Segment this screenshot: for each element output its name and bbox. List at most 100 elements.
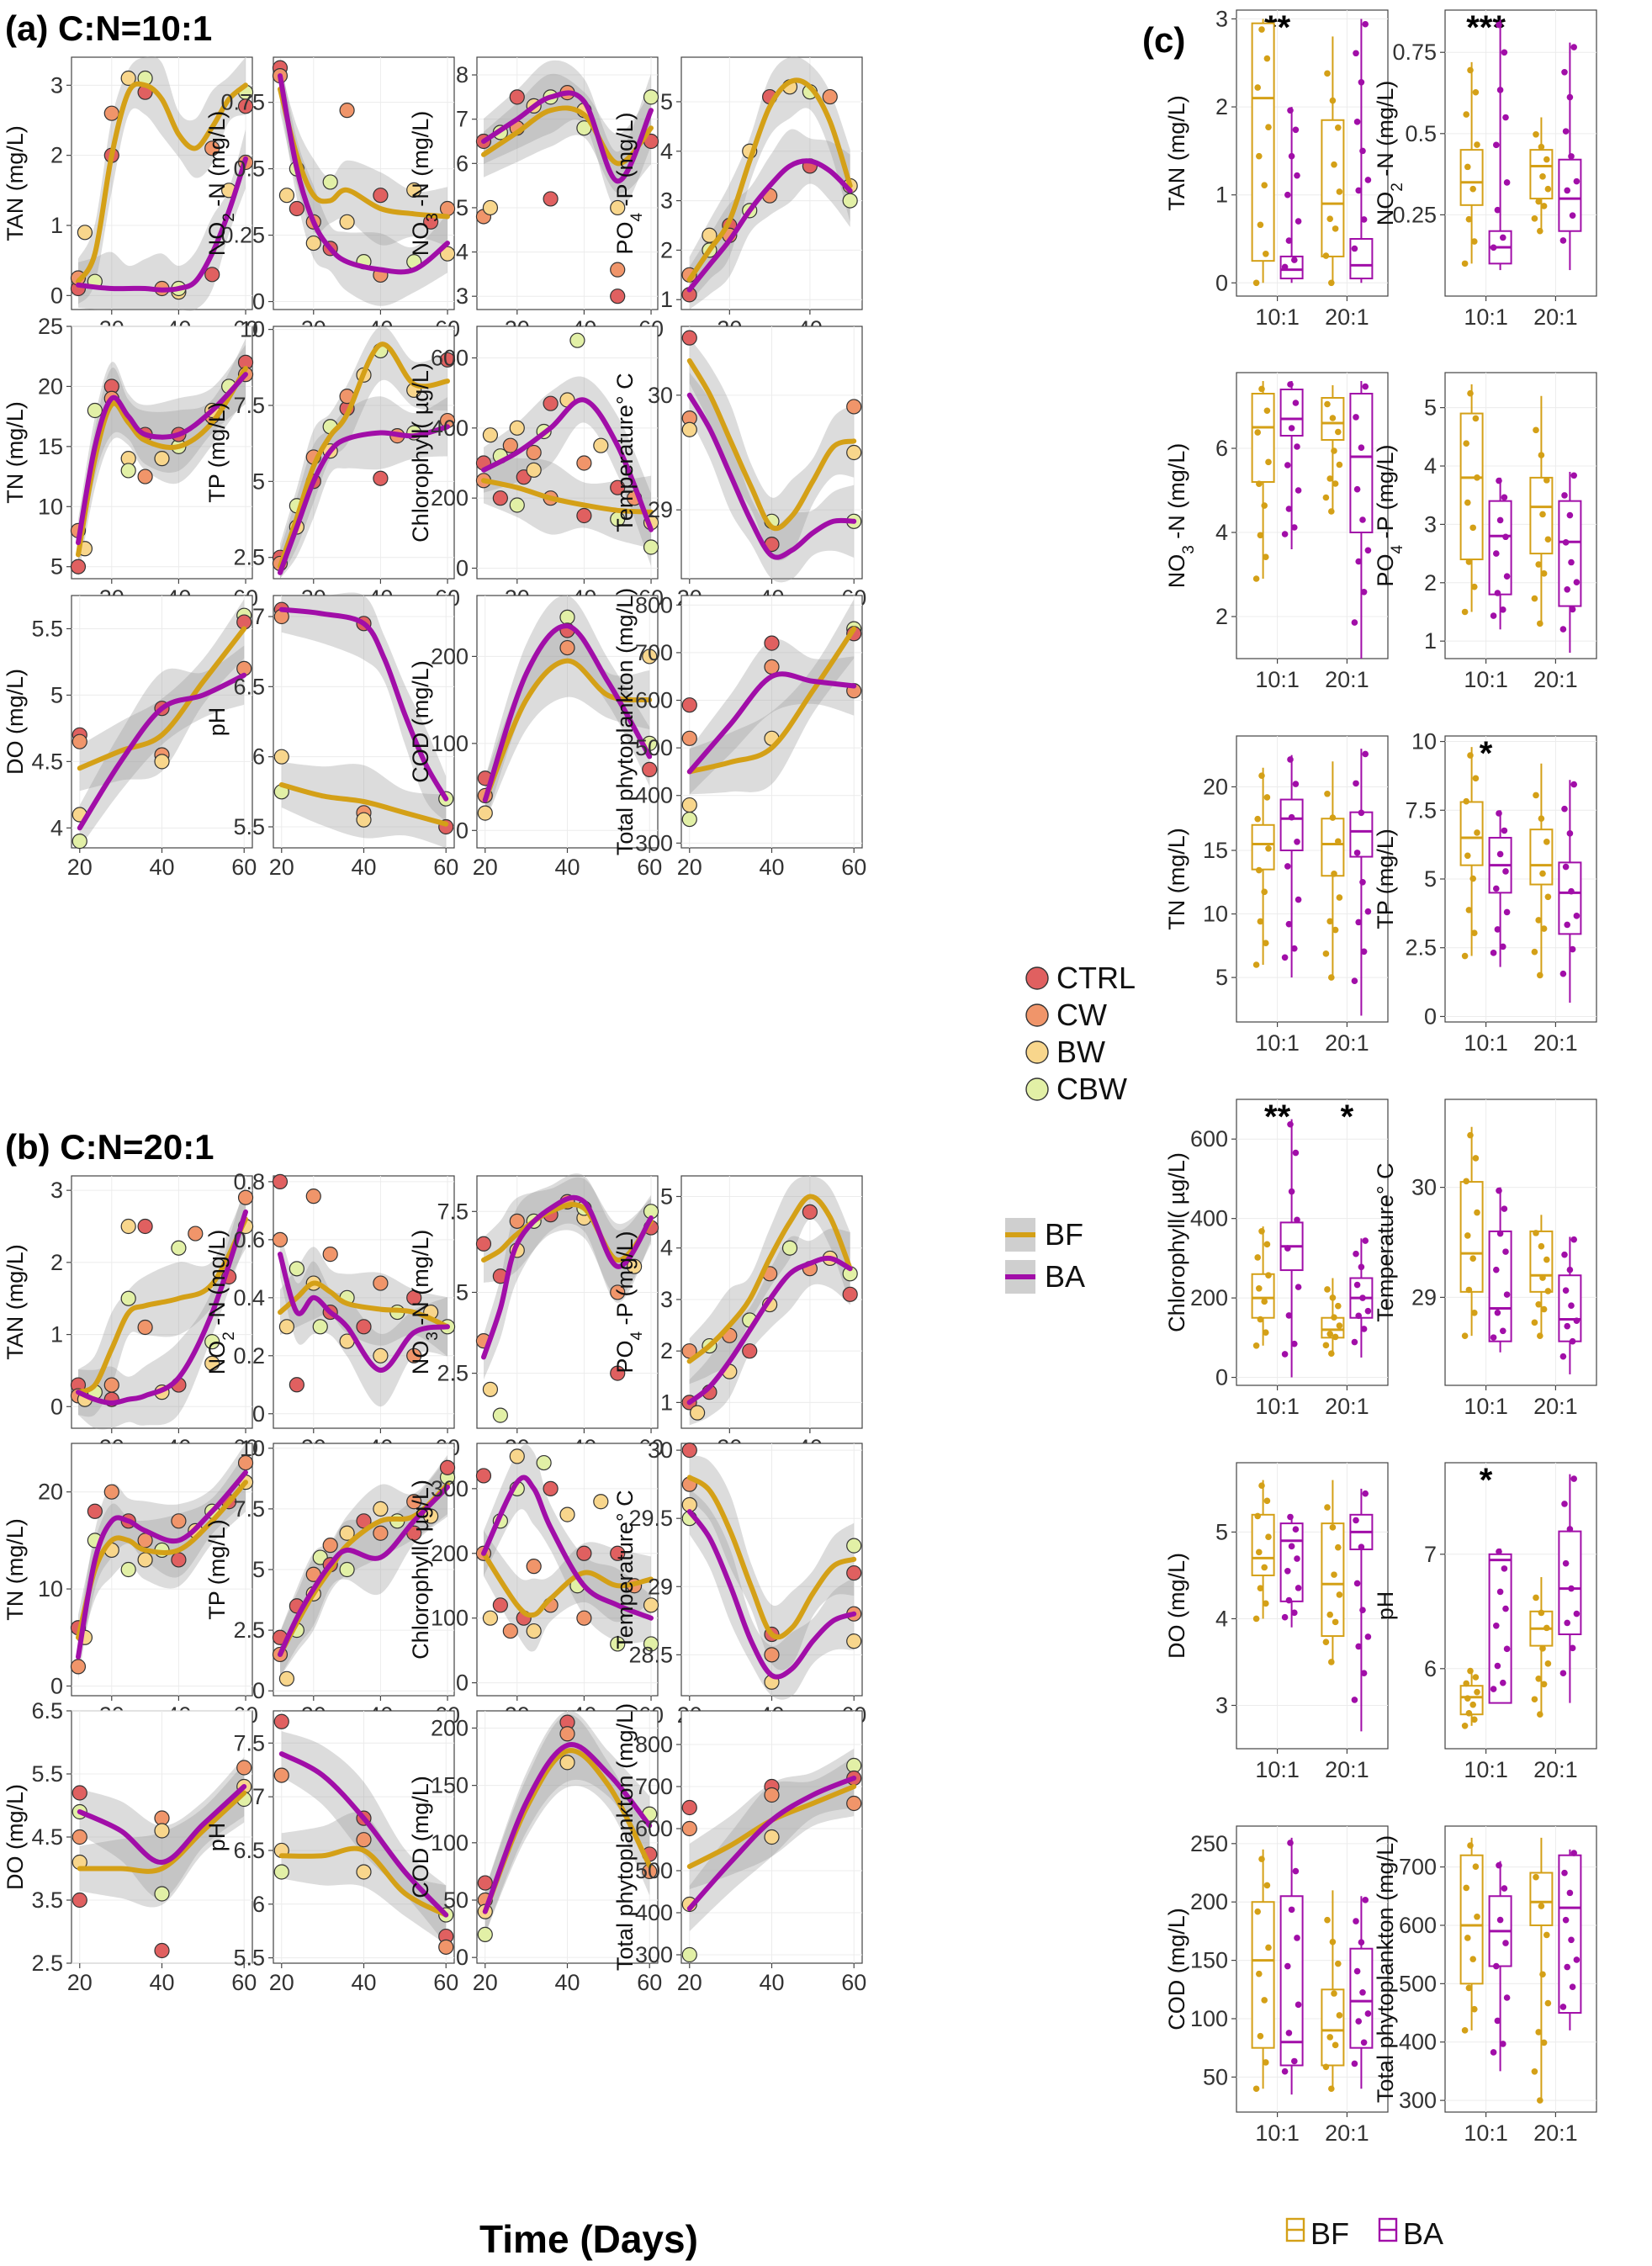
data-point — [236, 1760, 252, 1776]
box-point — [1496, 21, 1502, 29]
box-point — [1502, 533, 1509, 541]
box-point — [1258, 772, 1265, 779]
box-point — [1461, 2027, 1469, 2034]
data-point — [289, 200, 304, 217]
y-tick-label: 2.5 — [233, 545, 265, 570]
box-point — [1562, 1916, 1570, 1924]
confidence-band-BF — [280, 1454, 447, 1677]
box-point — [1288, 1906, 1295, 1914]
box-point — [1569, 606, 1576, 613]
y-tick-label: 500 — [635, 735, 673, 760]
box-point — [1503, 1994, 1511, 2001]
y-tick-label: 100 — [431, 1830, 469, 1856]
box-point — [1559, 1353, 1567, 1360]
y-tick-label: 5 — [1215, 965, 1228, 990]
y-tick-label: 200 — [431, 485, 469, 511]
plot-area — [1236, 1462, 1389, 1750]
box-point — [1561, 1251, 1568, 1258]
data-point — [120, 1290, 136, 1306]
box-point — [1496, 850, 1504, 858]
data-point — [373, 470, 389, 486]
y-tick-label: 30 — [1411, 1175, 1437, 1200]
y-tick-label: 200 — [431, 643, 469, 669]
box-point — [1254, 84, 1261, 91]
box-point — [1501, 494, 1508, 501]
box-point — [1570, 1475, 1577, 1482]
y-axis-label: Chlorophyll( µg/L) — [408, 363, 433, 543]
box-point — [1263, 1497, 1271, 1505]
y-tick-label: 2 — [660, 1338, 673, 1363]
box-BF-10:1 — [1251, 1273, 1275, 1319]
box-point — [1265, 1944, 1272, 1951]
box-point — [1263, 250, 1269, 257]
data-point — [103, 1484, 119, 1500]
plot-area — [1236, 735, 1389, 1023]
y-tick-label: 0.5 — [233, 156, 265, 182]
data-point — [643, 89, 659, 105]
box-point — [1351, 1338, 1358, 1346]
data-point — [482, 427, 499, 443]
box-point — [1568, 887, 1575, 895]
box-point — [1501, 1885, 1508, 1892]
box-point — [1494, 926, 1501, 933]
box-point — [1362, 1237, 1369, 1244]
y-tick-label: 0.2 — [233, 1343, 265, 1369]
box-point — [1364, 1307, 1372, 1315]
data-point — [593, 437, 609, 453]
box-point — [1540, 2039, 1548, 2046]
x-tick-label: 40 — [554, 1970, 580, 1995]
data-point — [272, 1173, 289, 1189]
box-point — [1562, 863, 1570, 871]
box-point — [1291, 257, 1298, 263]
trend-line-BF — [278, 341, 450, 569]
trend-line-BA — [686, 392, 857, 560]
box-point — [1263, 1600, 1269, 1607]
box-point — [1503, 908, 1511, 916]
y-tick-label: 6.5 — [233, 1838, 265, 1863]
x-tick-label: 40 — [759, 1970, 784, 1995]
box-point — [1328, 1350, 1335, 1358]
data-point — [681, 330, 697, 346]
box-BF-10:1 — [1251, 22, 1275, 262]
box-point — [1328, 974, 1335, 981]
x-tick-label: 10:1 — [1464, 1030, 1508, 1056]
trend-line-BF — [278, 782, 449, 827]
data-point — [237, 1189, 254, 1205]
trend-line-BA — [686, 1776, 857, 1911]
y-tick-label: 3 — [660, 1287, 673, 1312]
box-point — [1358, 1939, 1365, 1946]
y-tick-label: 600 — [635, 1816, 673, 1841]
chart-panel-c-32: 3 4 5 DO (mg/L) 10:1 20:1 — [1164, 1462, 1389, 1782]
box-point — [1291, 2057, 1298, 2065]
y-axis-label: NO2 -N (mg/L) — [204, 111, 238, 257]
data-point — [71, 834, 87, 850]
y-tick-label: 6.5 — [31, 1698, 63, 1723]
box-point — [1322, 2063, 1330, 2071]
box-point — [1500, 1327, 1506, 1335]
box-BA-20:1 — [1558, 1530, 1582, 1635]
y-tick-label: 300 — [431, 1476, 469, 1501]
box-point — [1351, 977, 1358, 984]
y-tick-label: 1 — [1215, 183, 1228, 208]
box-point — [1284, 1567, 1291, 1575]
data-point — [373, 1501, 389, 1517]
trend-line-BA — [76, 1209, 248, 1406]
box-point — [1535, 1675, 1542, 1682]
box-point — [1261, 502, 1268, 509]
box-point — [1490, 1334, 1497, 1341]
confidence-band-BF — [484, 1177, 651, 1297]
data-point — [543, 395, 559, 411]
box-point — [1287, 756, 1294, 763]
box-point — [1472, 1674, 1480, 1681]
y-tick-label: 29 — [1411, 1284, 1437, 1310]
box-point — [1252, 961, 1260, 968]
y-tick-label: 300 — [635, 830, 673, 855]
box-point — [1537, 1332, 1543, 1339]
x-tick-label: 10:1 — [1464, 1757, 1508, 1782]
y-tick-label: 7.5 — [233, 1730, 265, 1755]
data-point — [482, 1610, 499, 1626]
y-tick-label: 5.5 — [233, 1946, 265, 1971]
